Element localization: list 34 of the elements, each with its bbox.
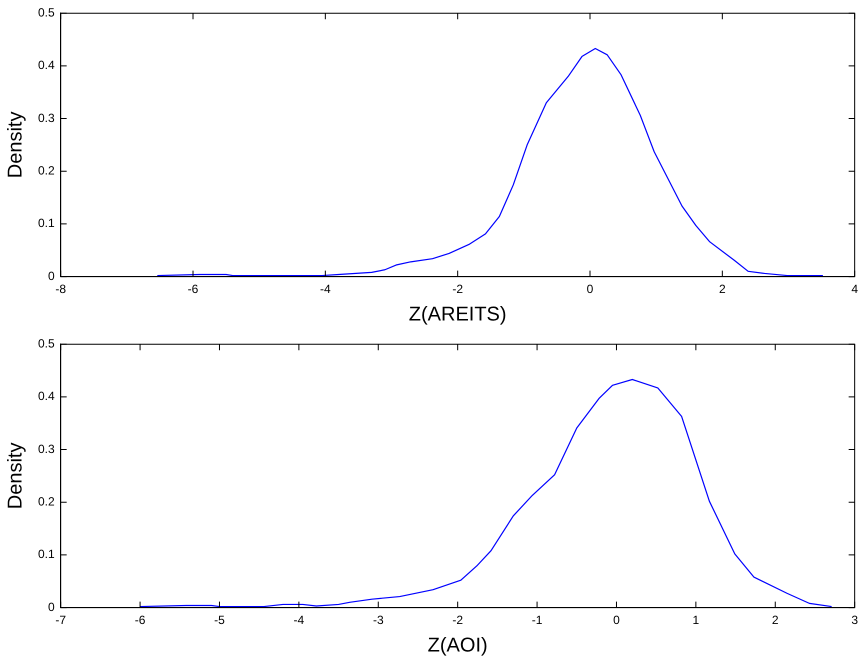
y-tick-label: 0.2: [38, 494, 55, 509]
x-axis-title: Z(AREITS): [408, 304, 507, 326]
x-tick-label: -6: [134, 613, 146, 628]
y-tick-label: 0.2: [38, 164, 55, 178]
y-axis-title: Density: [4, 442, 27, 510]
x-tick-label: -3: [372, 613, 384, 628]
x-tick-label: -1: [532, 613, 543, 628]
x-tick-label: -2: [452, 282, 464, 296]
x-tick-label: -8: [55, 282, 66, 296]
y-axis-title: Density: [4, 112, 27, 178]
x-tick-label: -6: [188, 282, 199, 296]
x-axis-title: Z(AOI): [428, 634, 488, 657]
y-tick-label: 0.5: [38, 336, 55, 351]
y-tick-label: 0.3: [38, 110, 55, 125]
x-tick-label: -7: [55, 613, 66, 628]
x-tick-label: 2: [772, 613, 779, 628]
x-tick-label: -4: [320, 282, 331, 296]
y-tick-label: 0: [48, 600, 55, 614]
x-tick-label: -4: [294, 613, 305, 628]
y-tick-label: 0: [48, 268, 55, 283]
x-tick-label: -5: [214, 613, 226, 628]
x-tick-label: 4: [851, 282, 858, 296]
x-tick-label: 1: [692, 613, 700, 628]
y-tick-label: 0.1: [38, 216, 55, 230]
x-tick-label: 2: [718, 282, 726, 296]
x-tick-label: 0: [613, 613, 620, 628]
y-tick-label: 0.1: [38, 547, 55, 562]
y-tick-label: 0.4: [38, 58, 55, 72]
y-tick-label: 0.5: [38, 6, 55, 20]
y-tick-label: 0.3: [38, 442, 55, 456]
x-tick-label: 0: [586, 282, 594, 296]
y-tick-label: 0.4: [38, 389, 55, 404]
x-tick-label: 3: [851, 613, 858, 628]
x-tick-label: -2: [452, 613, 464, 628]
